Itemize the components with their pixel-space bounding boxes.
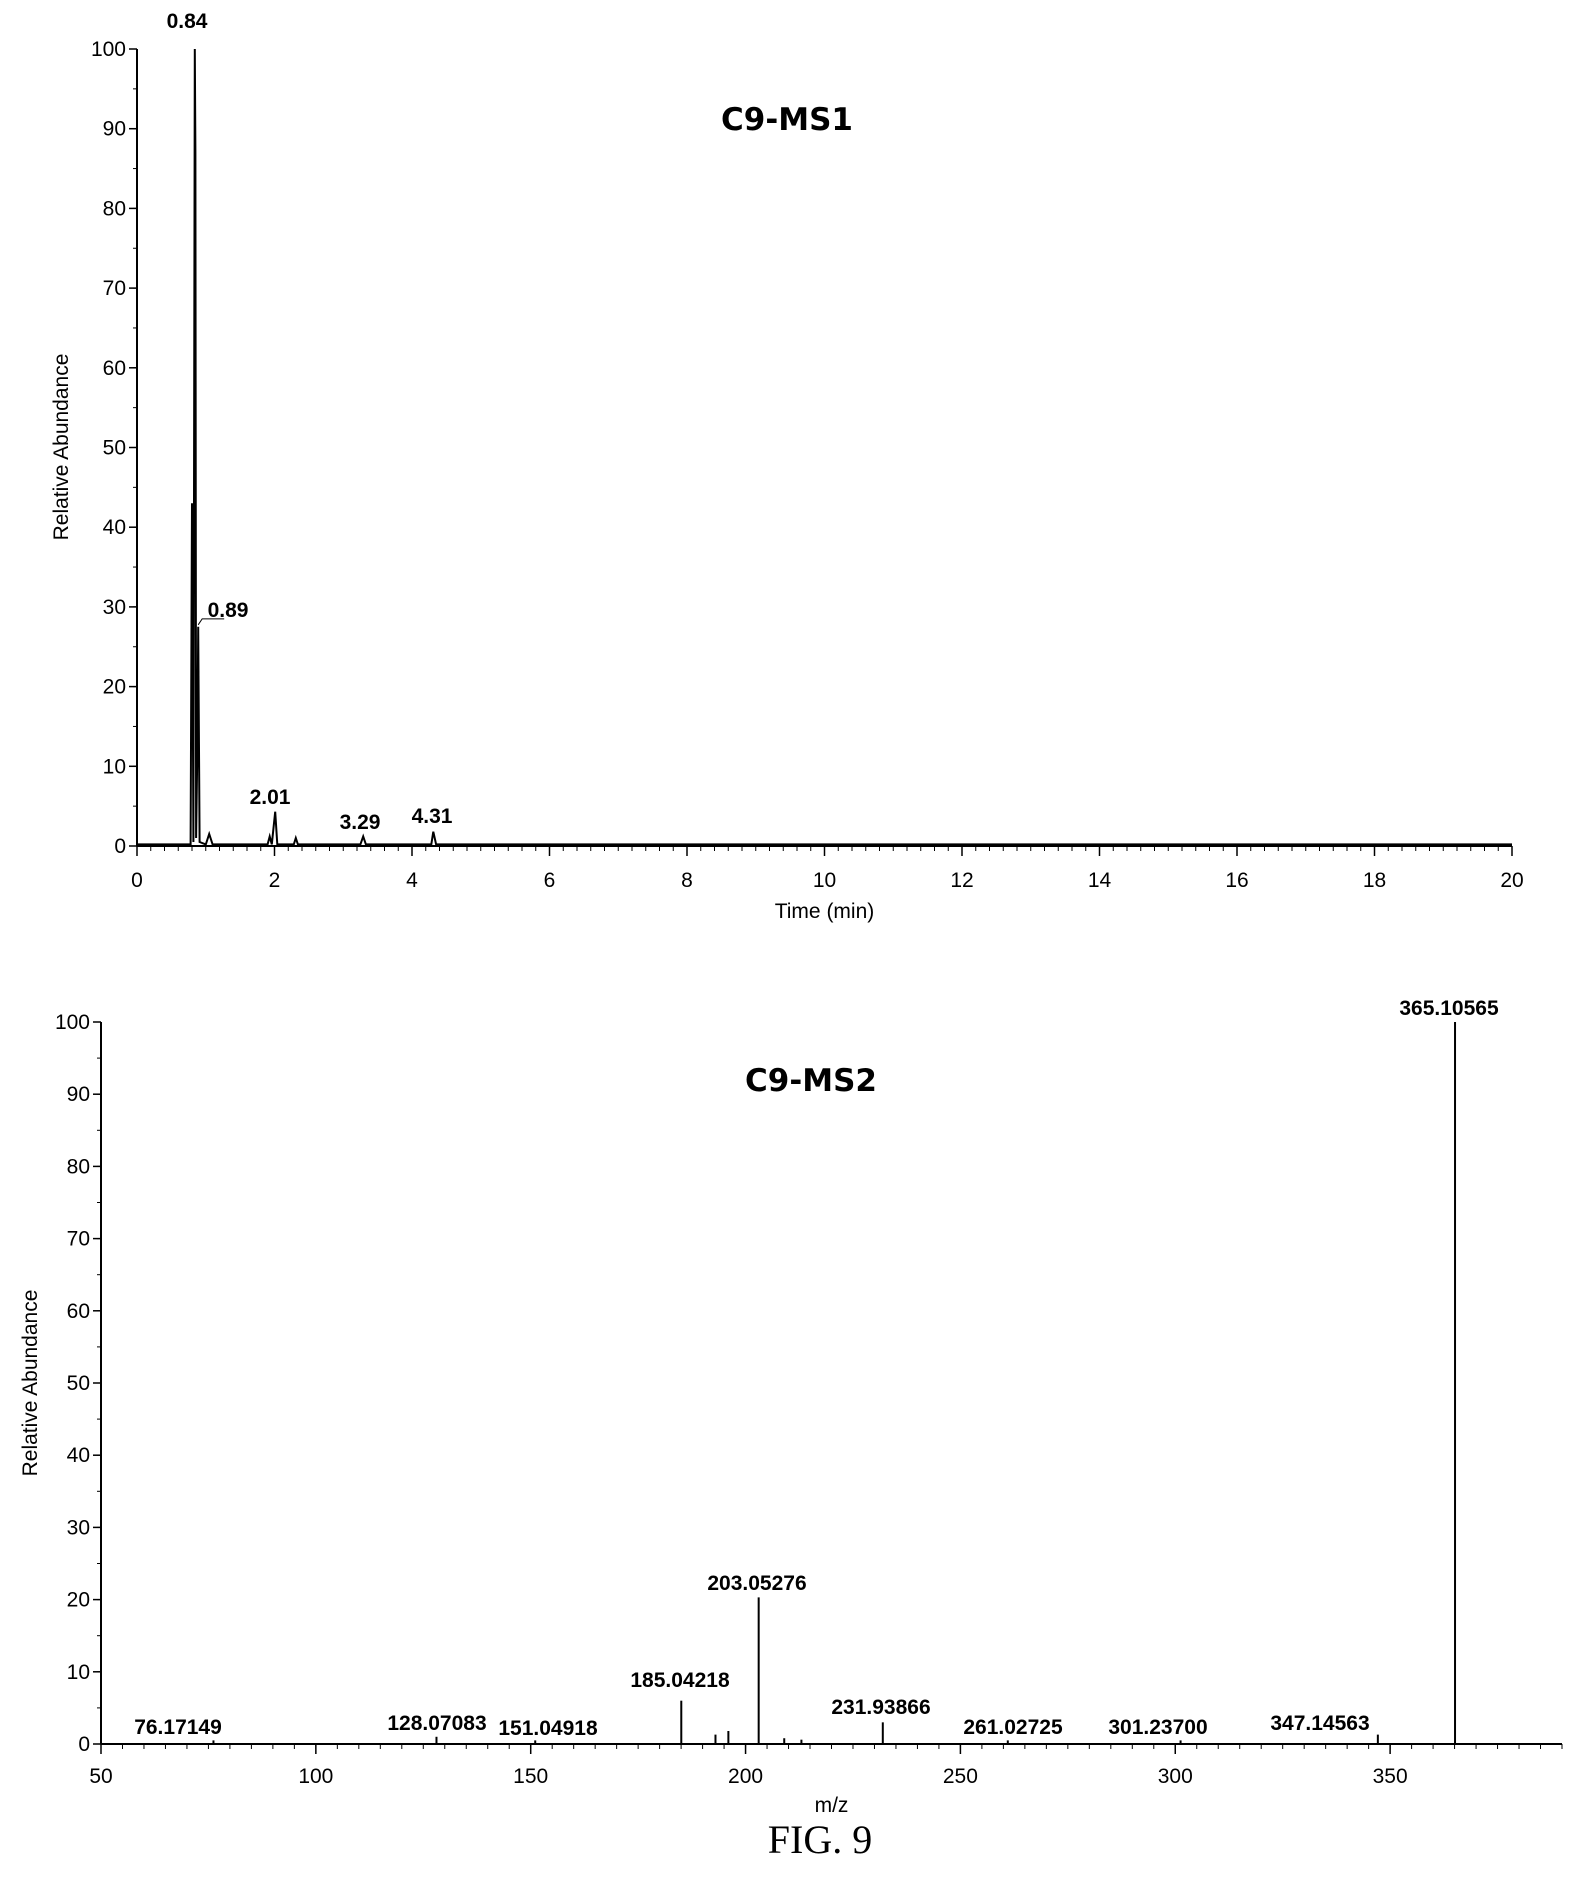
peak-label: 128.07083 bbox=[387, 1712, 486, 1735]
y-tick-label: 50 bbox=[67, 1372, 90, 1395]
y-tick-label: 50 bbox=[103, 437, 126, 460]
chart-title: C9-MS1 bbox=[721, 102, 853, 138]
peak-label: 3.29 bbox=[340, 811, 381, 834]
x-axis-label: m/z bbox=[815, 1794, 849, 1817]
y-tick-label: 40 bbox=[103, 516, 126, 539]
peak-label: 4.31 bbox=[412, 805, 453, 828]
y-tick-label: 0 bbox=[114, 835, 126, 858]
peak-label: 231.93866 bbox=[831, 1696, 930, 1719]
peak-label: 185.04218 bbox=[630, 1669, 730, 1692]
y-tick-label: 30 bbox=[67, 1516, 90, 1539]
chromatogram-chart-ms1: 0 10 20 30 40 50 60 70 80 90 100 0 2 4 6 8 10 12 14 16 18 20 T… bbox=[50, 10, 1524, 923]
x-tick-label: 2 bbox=[269, 869, 281, 892]
peak-leader-line bbox=[197, 618, 225, 626]
y-tick-label: 90 bbox=[103, 118, 126, 141]
peak-label: 2.01 bbox=[250, 786, 291, 809]
chromatogram-trace bbox=[137, 48, 1512, 846]
x-tick-label: 14 bbox=[1088, 869, 1112, 892]
peak-label: 203.05276 bbox=[707, 1572, 806, 1595]
y-tick-label: 10 bbox=[103, 755, 126, 778]
y-tick-label: 90 bbox=[67, 1083, 90, 1106]
y-tick-label: 30 bbox=[103, 596, 126, 619]
peak-label: 0.84 bbox=[167, 10, 208, 33]
y-axis-label: Relative Abundance bbox=[50, 354, 73, 541]
x-tick-label: 200 bbox=[728, 1765, 763, 1788]
y-tick-label: 100 bbox=[91, 38, 126, 61]
x-tick-label: 300 bbox=[1158, 1765, 1193, 1788]
y-tick-label: 60 bbox=[103, 357, 126, 380]
y-tick-label: 10 bbox=[67, 1661, 90, 1684]
x-tick-label: 50 bbox=[89, 1765, 112, 1788]
peak-label: 347.14563 bbox=[1270, 1712, 1369, 1735]
y-tick-label: 70 bbox=[67, 1228, 90, 1251]
x-tick-label: 10 bbox=[813, 869, 836, 892]
x-tick-label: 8 bbox=[681, 869, 693, 892]
x-tick-label: 0 bbox=[131, 869, 143, 892]
peak-label: 301.23700 bbox=[1108, 1716, 1207, 1739]
x-axis-label: Time (min) bbox=[775, 900, 875, 923]
y-tick-label: 20 bbox=[67, 1589, 90, 1612]
peak-label: 151.04918 bbox=[498, 1717, 598, 1740]
y-tick-label: 80 bbox=[103, 197, 126, 220]
peak-label: 261.02725 bbox=[963, 1716, 1063, 1739]
x-tick-label: 6 bbox=[544, 869, 556, 892]
y-tick-label: 80 bbox=[67, 1155, 90, 1178]
peak-label: 76.17149 bbox=[134, 1716, 222, 1739]
x-tick-label: 20 bbox=[1500, 869, 1523, 892]
peak-label: 365.10565 bbox=[1399, 997, 1499, 1020]
chart-title: C9-MS2 bbox=[745, 1063, 877, 1099]
x-tick-label: 18 bbox=[1363, 869, 1386, 892]
x-tick-label: 16 bbox=[1225, 869, 1248, 892]
y-tick-label: 70 bbox=[103, 277, 126, 300]
y-tick-label: 0 bbox=[78, 1733, 90, 1756]
x-tick-label: 12 bbox=[950, 869, 973, 892]
x-tick-label: 4 bbox=[406, 869, 418, 892]
x-tick-label: 350 bbox=[1373, 1765, 1408, 1788]
y-tick-label: 40 bbox=[67, 1444, 90, 1467]
y-tick-label: 20 bbox=[103, 676, 126, 699]
y-axis-label: Relative Abundance bbox=[19, 1290, 42, 1477]
x-tick-label: 100 bbox=[298, 1765, 333, 1788]
x-tick-label: 150 bbox=[513, 1765, 548, 1788]
peak-label: 0.89 bbox=[208, 599, 249, 622]
y-tick-label: 100 bbox=[55, 1011, 90, 1034]
y-tick-label: 60 bbox=[67, 1300, 90, 1323]
x-tick-label: 250 bbox=[943, 1765, 978, 1788]
figure-caption: FIG. 9 bbox=[768, 1817, 872, 1862]
mass-spectrum-chart-ms2: 0 10 20 30 40 50 60 70 80 90 100 50 100 150 200 250 300 3… bbox=[19, 997, 1563, 1817]
